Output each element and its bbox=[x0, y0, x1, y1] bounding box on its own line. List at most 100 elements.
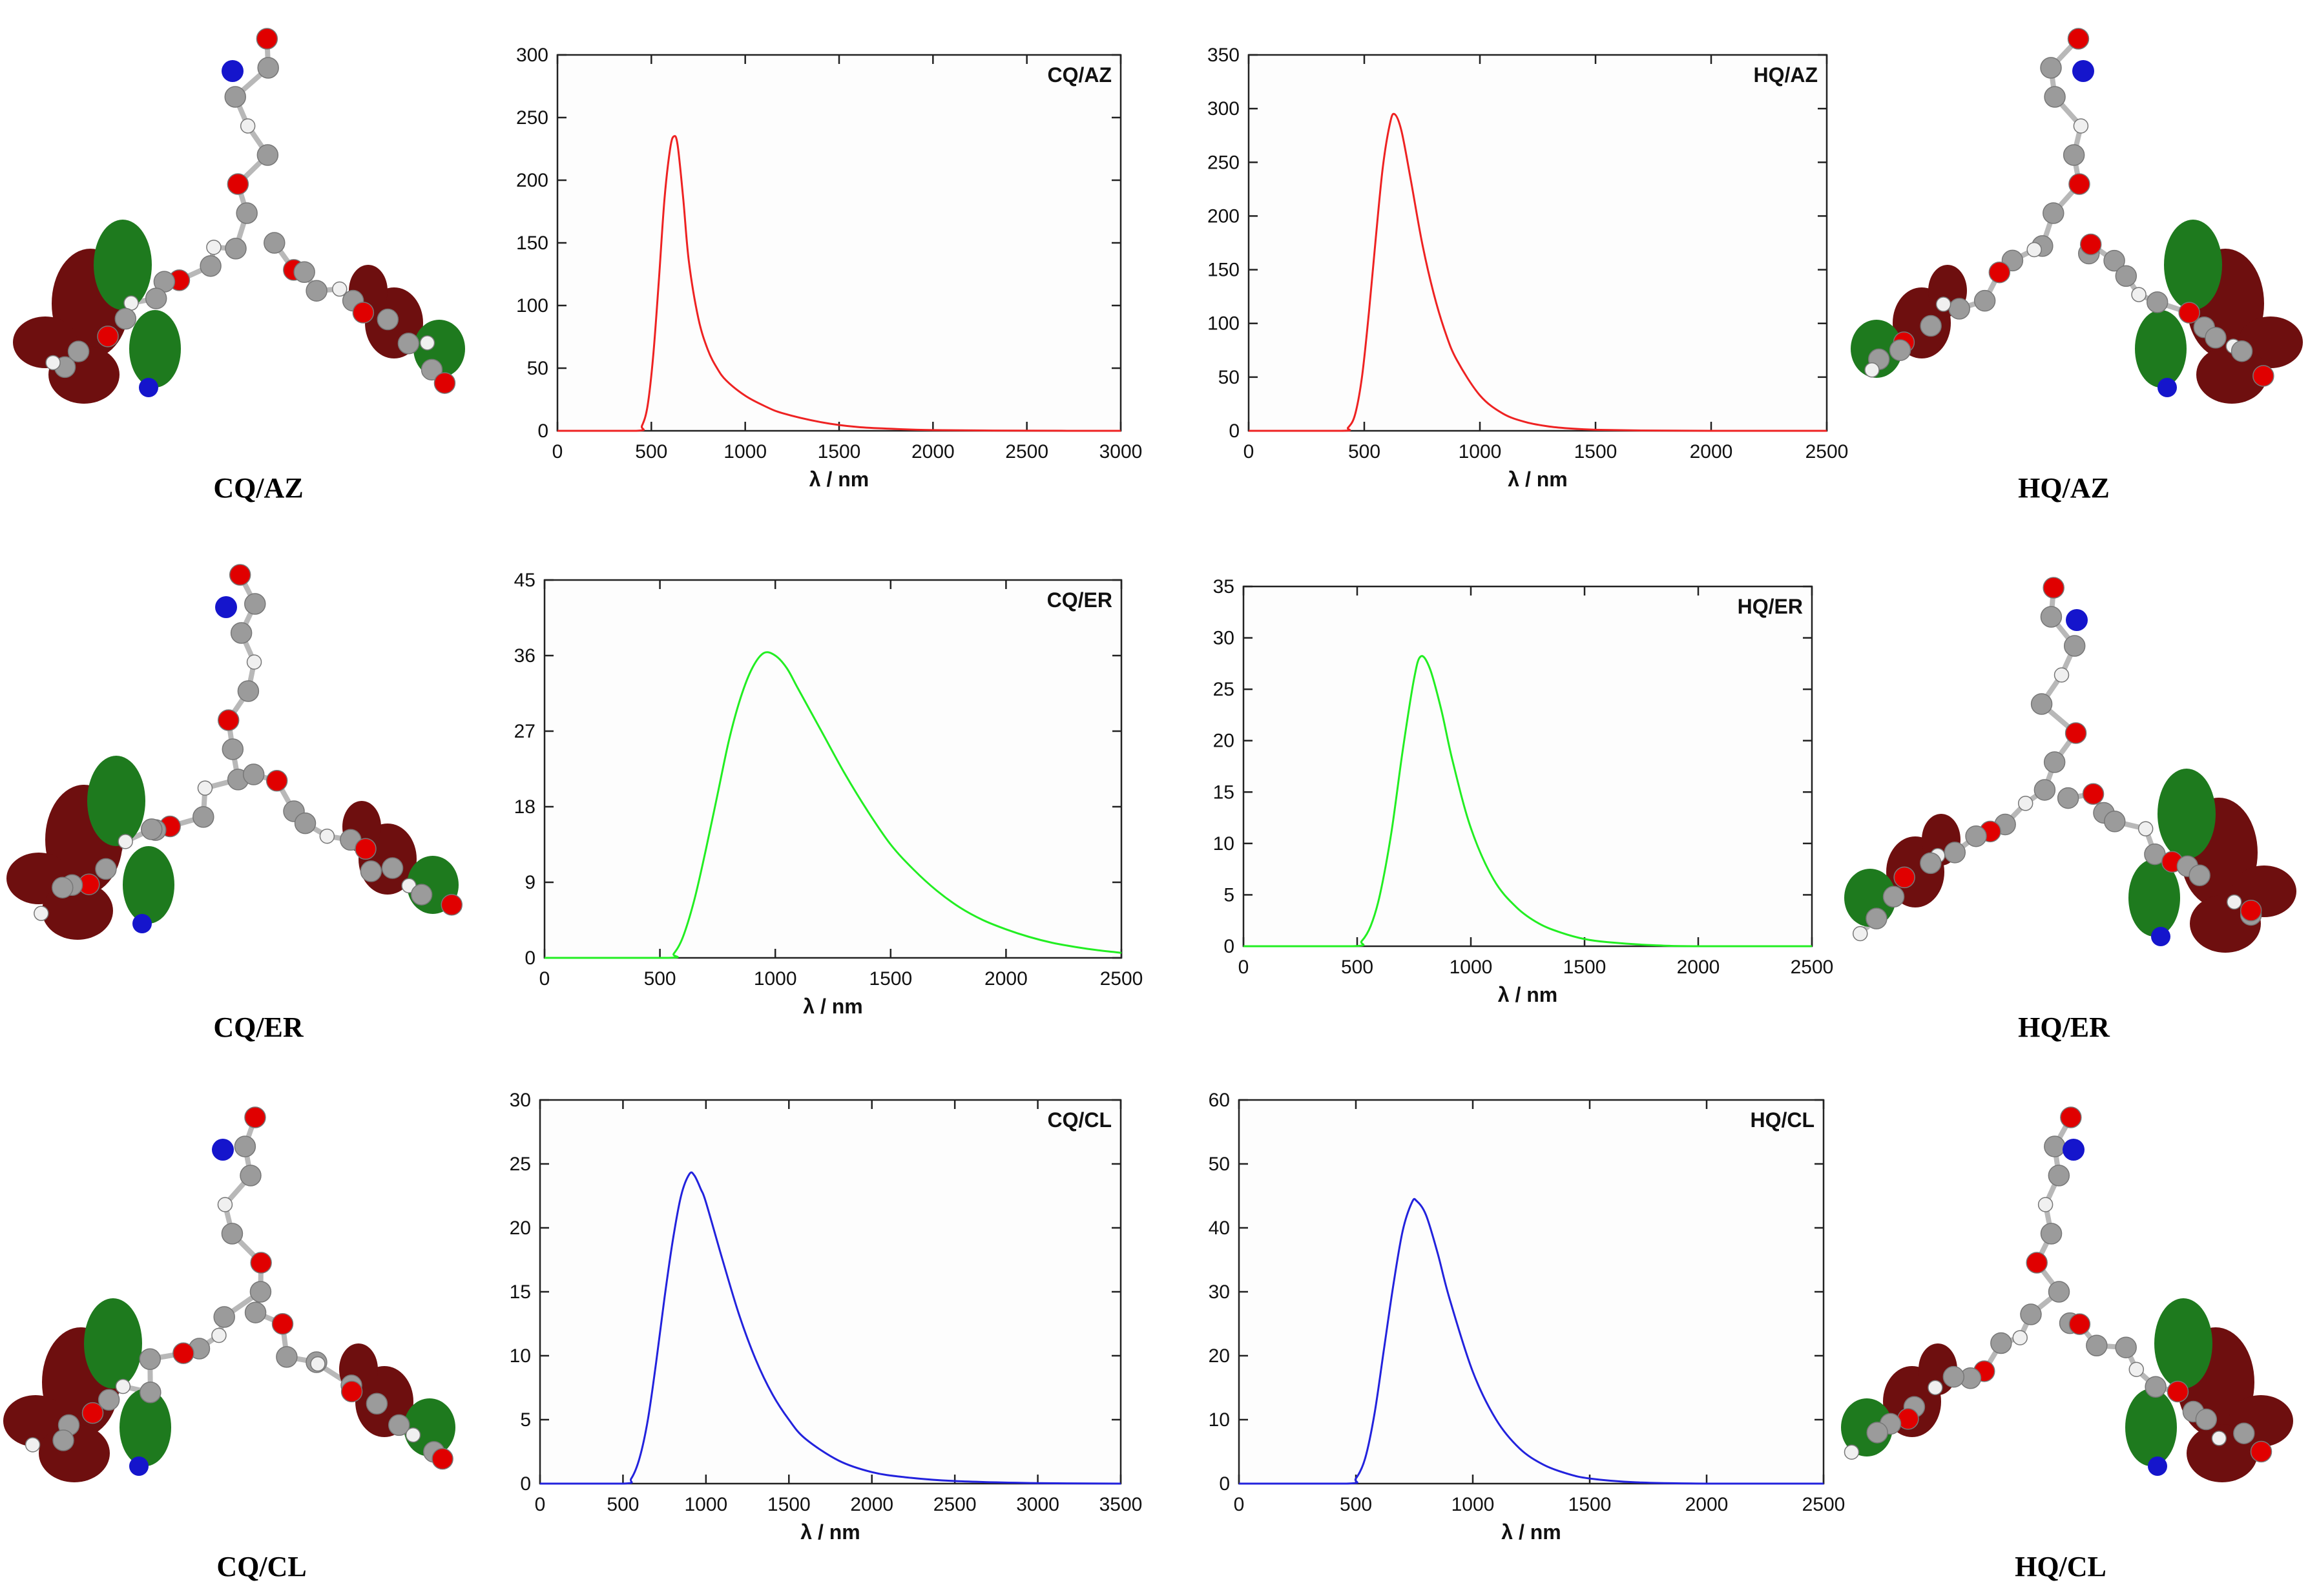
atom bbox=[2145, 1376, 2167, 1398]
nitrogen-atom bbox=[212, 1139, 234, 1161]
atom bbox=[2057, 787, 2079, 809]
x-axis-label: λ / nm bbox=[1508, 468, 1567, 491]
orbital-lobe bbox=[129, 310, 181, 388]
orbital-lobe bbox=[2154, 1298, 2212, 1389]
atom bbox=[1866, 1422, 1888, 1444]
y-tick-label: 45 bbox=[514, 570, 536, 591]
y-tick-label: 150 bbox=[1207, 260, 1240, 281]
atom bbox=[2040, 57, 2062, 79]
nitrogen-atom bbox=[2158, 378, 2177, 397]
atom bbox=[1920, 852, 1942, 875]
y-tick-label: 15 bbox=[1213, 782, 1234, 803]
x-tick-label: 1500 bbox=[869, 968, 912, 990]
y-tick-label: 0 bbox=[525, 948, 536, 969]
atom bbox=[2211, 1431, 2227, 1446]
atom bbox=[2044, 1135, 2066, 1157]
y-tick-label: 50 bbox=[527, 358, 548, 379]
atom bbox=[2030, 693, 2053, 715]
chart-title: CQ/AZ bbox=[1047, 63, 1112, 87]
atom bbox=[405, 1427, 421, 1443]
molecule-cq-az bbox=[13, 28, 465, 404]
atom bbox=[139, 1348, 161, 1370]
chart-hq-er: 0 500 1000 1500 2000 2500 0 5 10 15 20 25 30 35 λ / nm… bbox=[1213, 576, 1834, 1006]
x-axis-label: λ / nm bbox=[1498, 983, 1557, 1006]
atom bbox=[227, 173, 249, 195]
atom bbox=[2020, 1303, 2042, 1325]
atom bbox=[98, 1389, 120, 1411]
y-tick-label: 5 bbox=[520, 1409, 531, 1431]
atom bbox=[2103, 811, 2126, 833]
orbital-lobe bbox=[2135, 310, 2187, 388]
atom bbox=[340, 1380, 363, 1403]
atom bbox=[2252, 365, 2274, 387]
y-tick-label: 0 bbox=[1219, 1473, 1230, 1495]
atom bbox=[276, 1346, 298, 1368]
atom bbox=[249, 1281, 272, 1303]
atom bbox=[1864, 362, 1880, 378]
nitrogen-atom bbox=[2148, 1456, 2167, 1476]
atom bbox=[310, 1356, 326, 1372]
atom bbox=[244, 1106, 266, 1128]
x-tick-label: 0 bbox=[535, 1494, 546, 1515]
atom bbox=[2240, 899, 2262, 922]
atom bbox=[2137, 821, 2154, 836]
x-tick-label: 1000 bbox=[1451, 1494, 1495, 1515]
atom bbox=[2227, 894, 2242, 910]
x-tick-label: 2000 bbox=[1690, 441, 1733, 462]
series-line bbox=[557, 135, 1121, 432]
y-tick-label: 35 bbox=[1213, 576, 1234, 597]
y-tick-label: 250 bbox=[516, 107, 548, 129]
orbital-lobe bbox=[84, 1298, 142, 1389]
y-tick-label: 20 bbox=[1213, 731, 1234, 752]
atom bbox=[1944, 842, 1966, 864]
y-tick-label: 0 bbox=[537, 420, 548, 442]
atom bbox=[352, 302, 375, 324]
x-axis-label: λ / nm bbox=[809, 468, 869, 491]
orbital-lobe bbox=[2128, 859, 2180, 937]
atom bbox=[2103, 249, 2125, 272]
atom bbox=[2043, 577, 2064, 599]
atom bbox=[246, 654, 262, 670]
atom bbox=[172, 1342, 194, 1364]
molecule-label-hq-az: HQ/AZ bbox=[2018, 472, 2110, 504]
atom bbox=[2037, 1197, 2054, 1212]
x-tick-label: 2000 bbox=[1677, 957, 1720, 978]
x-tick-label: 2000 bbox=[984, 968, 1028, 990]
atom bbox=[2048, 1165, 2070, 1187]
atom bbox=[332, 281, 348, 297]
x-tick-label: 2000 bbox=[911, 441, 955, 462]
y-tick-label: 30 bbox=[1209, 1281, 1230, 1303]
x-tick-label: 1500 bbox=[1563, 957, 1607, 978]
atom bbox=[293, 261, 315, 283]
atom bbox=[115, 1378, 131, 1394]
atom bbox=[52, 1429, 74, 1451]
atom bbox=[2073, 118, 2089, 134]
series-line bbox=[1248, 112, 1827, 432]
atom bbox=[2033, 779, 2056, 801]
atom bbox=[360, 860, 382, 882]
atom bbox=[240, 118, 256, 134]
atom bbox=[234, 1135, 256, 1157]
x-tick-label: 1000 bbox=[1450, 957, 1493, 978]
atom bbox=[294, 812, 317, 834]
atom bbox=[1920, 315, 1942, 337]
orbital-lobe bbox=[120, 1389, 171, 1466]
plot-frame bbox=[556, 54, 1122, 432]
atom bbox=[2250, 1440, 2272, 1463]
atom bbox=[2167, 1380, 2189, 1403]
atom bbox=[224, 86, 246, 108]
atom bbox=[2067, 28, 2090, 50]
atom bbox=[2086, 1334, 2108, 1356]
atom bbox=[67, 340, 90, 362]
atom bbox=[222, 738, 244, 760]
atom bbox=[419, 335, 435, 351]
x-tick-label: 2000 bbox=[850, 1494, 893, 1515]
atom bbox=[2026, 1252, 2048, 1274]
atom bbox=[2068, 1313, 2091, 1335]
atom bbox=[2017, 796, 2033, 811]
x-tick-label: 1500 bbox=[1574, 441, 1617, 462]
chart-cq-er: 0 500 1000 1500 2000 2500 0 9 18 27 36 45 λ / nm CQ/E… bbox=[514, 570, 1143, 1018]
atom bbox=[217, 709, 240, 731]
molecule-cq-cl bbox=[3, 1106, 455, 1482]
y-tick-label: 10 bbox=[510, 1345, 531, 1367]
